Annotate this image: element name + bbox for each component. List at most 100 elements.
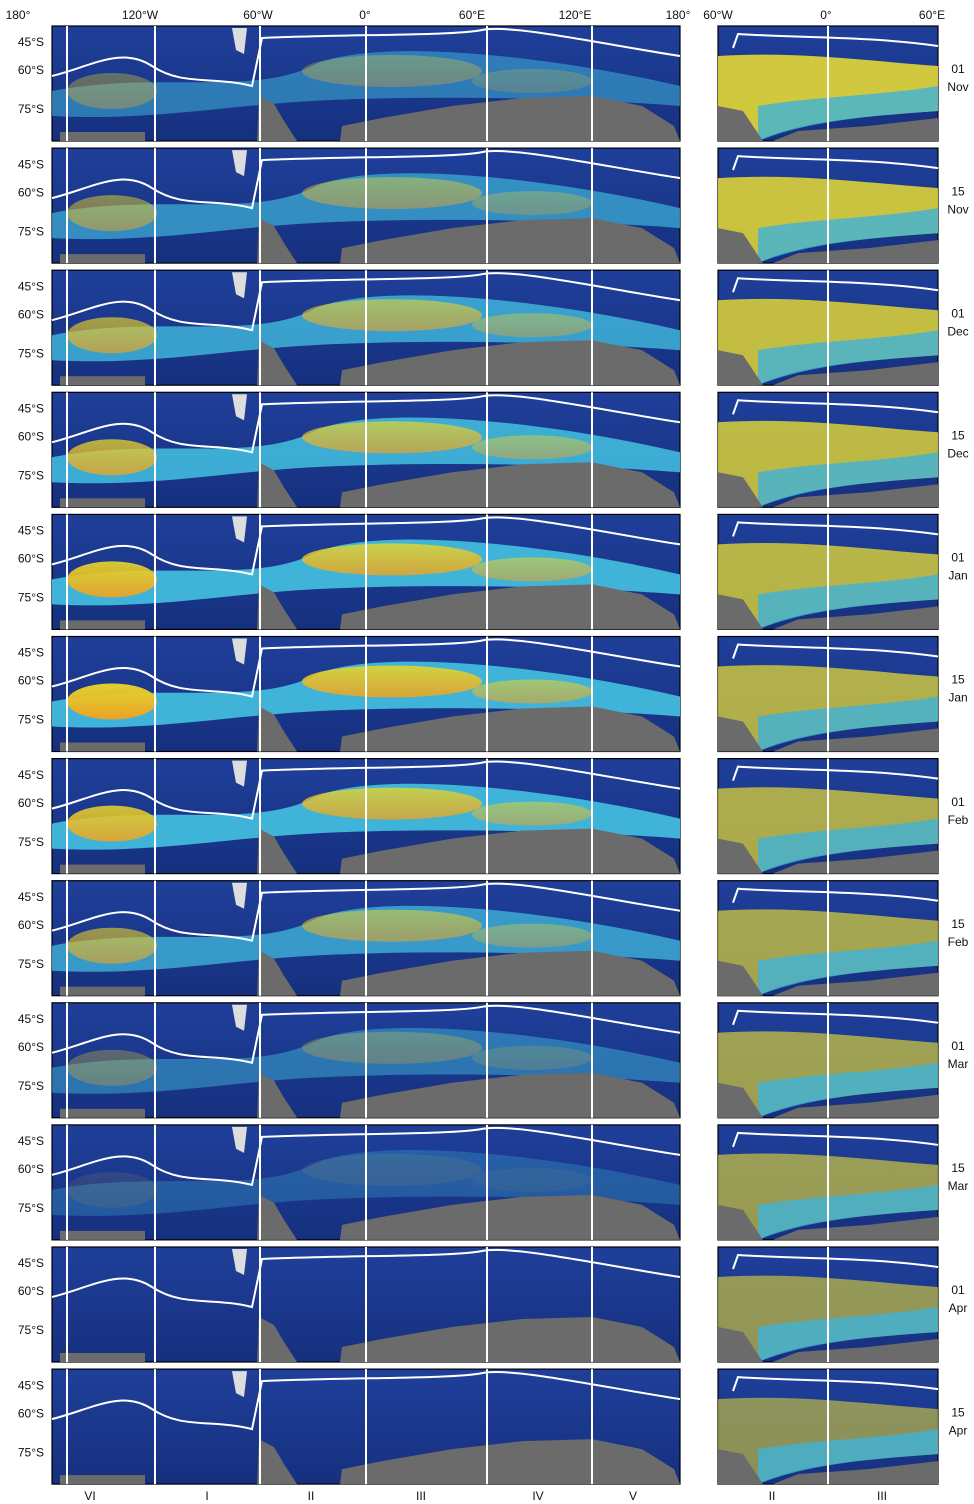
map-panel bbox=[51, 25, 681, 142]
antarctica bbox=[718, 1204, 938, 1240]
bloom-edge bbox=[758, 940, 938, 996]
antarctica bbox=[718, 1327, 938, 1362]
longitude-label: 60°W bbox=[703, 8, 733, 22]
bloom-edge bbox=[758, 330, 938, 386]
land-edge bbox=[60, 254, 145, 264]
antarctica bbox=[718, 228, 938, 264]
bloom-core bbox=[472, 557, 592, 582]
latitude-label: 45°S bbox=[18, 768, 44, 782]
zoom-panel bbox=[717, 391, 939, 508]
antarctica bbox=[340, 340, 680, 386]
bloom-core bbox=[472, 313, 592, 338]
peninsula bbox=[257, 462, 297, 508]
zoom-panel bbox=[717, 1368, 939, 1485]
front-line bbox=[732, 32, 939, 49]
bloom-core bbox=[67, 1171, 157, 1208]
front-line bbox=[51, 272, 681, 332]
south-america bbox=[232, 1249, 247, 1275]
front-line bbox=[732, 1131, 939, 1148]
sector-label: II bbox=[769, 1489, 776, 1503]
land-edge bbox=[60, 1475, 145, 1485]
map-panel bbox=[51, 391, 681, 508]
date-day: 01 bbox=[951, 551, 965, 565]
land-edge bbox=[60, 1230, 145, 1240]
front-line bbox=[51, 1371, 681, 1431]
date-day: 01 bbox=[951, 795, 965, 809]
front-line bbox=[51, 516, 681, 576]
front-line bbox=[51, 1248, 681, 1309]
bloom-core bbox=[472, 1167, 592, 1192]
antarctica bbox=[718, 106, 938, 141]
front-line bbox=[732, 277, 939, 293]
latitude-label: 75°S bbox=[18, 713, 44, 727]
front-line bbox=[732, 887, 939, 904]
zoom-panel bbox=[717, 25, 939, 142]
longitude-label: 120°E bbox=[559, 8, 592, 22]
sector-label: II bbox=[308, 1489, 315, 1503]
bloom-edge bbox=[758, 208, 938, 264]
zoom-panel bbox=[717, 513, 939, 631]
bloom-core bbox=[302, 665, 482, 698]
bloom-core bbox=[67, 683, 157, 720]
land-edge bbox=[60, 986, 145, 996]
antarctica bbox=[340, 1317, 680, 1362]
zoom-panel bbox=[717, 757, 939, 875]
antarctica bbox=[340, 584, 680, 630]
latitude-label: 60°S bbox=[18, 1284, 44, 1298]
bloom-edge bbox=[758, 818, 938, 874]
front-line bbox=[732, 1376, 939, 1392]
date-day: 01 bbox=[951, 1283, 965, 1297]
antarctica bbox=[340, 218, 680, 264]
zoom-panel bbox=[717, 1002, 939, 1119]
date-month: Dec bbox=[947, 446, 968, 460]
land-edge bbox=[60, 498, 145, 508]
latitude-label: 75°S bbox=[18, 1079, 44, 1093]
sector-label: IV bbox=[532, 1489, 543, 1503]
antarctica bbox=[340, 828, 680, 874]
peninsula bbox=[257, 340, 297, 386]
south-america bbox=[232, 394, 247, 421]
latitude-label: 60°S bbox=[18, 674, 44, 688]
latitude-label: 60°S bbox=[18, 429, 44, 443]
longitude-label: 180° bbox=[6, 8, 31, 22]
front-line bbox=[51, 638, 681, 698]
bloom-core bbox=[67, 1049, 157, 1086]
date-month: Feb bbox=[948, 813, 969, 827]
land-edge bbox=[60, 742, 145, 752]
latitude-label: 75°S bbox=[18, 346, 44, 360]
longitude-label: 60°E bbox=[459, 8, 485, 22]
antarctica bbox=[718, 350, 938, 386]
date-day: 15 bbox=[951, 1405, 965, 1419]
latitude-label: 75°S bbox=[18, 1323, 44, 1337]
date-day: 15 bbox=[951, 1161, 965, 1175]
peninsula bbox=[257, 706, 297, 752]
latitude-label: 75°S bbox=[18, 1445, 44, 1459]
bloom-edge bbox=[758, 696, 938, 752]
date-month: Feb bbox=[948, 935, 969, 949]
date-day: 15 bbox=[951, 184, 965, 198]
bloom-core bbox=[302, 177, 482, 210]
map-panel bbox=[51, 147, 681, 264]
zoom-panel bbox=[717, 1124, 939, 1241]
longitude-label: 0° bbox=[359, 8, 371, 22]
latitude-label: 60°S bbox=[18, 1040, 44, 1054]
date-month: Apr bbox=[949, 1301, 968, 1315]
date-month: Mar bbox=[948, 1179, 969, 1193]
sector-label: III bbox=[877, 1489, 887, 1503]
bloom-edge bbox=[758, 86, 938, 141]
latitude-label: 75°S bbox=[18, 591, 44, 605]
bloom-core bbox=[302, 421, 482, 454]
map-panel bbox=[51, 1368, 681, 1485]
antarctica bbox=[718, 1082, 938, 1118]
date-day: 15 bbox=[951, 673, 965, 687]
peninsula bbox=[257, 950, 297, 996]
front-line bbox=[732, 399, 939, 415]
front-line bbox=[732, 765, 939, 781]
bloom-core bbox=[67, 317, 157, 354]
bloom-core bbox=[67, 195, 157, 232]
map-panel bbox=[51, 269, 681, 386]
south-america bbox=[232, 516, 247, 543]
bloom-core bbox=[302, 1031, 482, 1064]
latitude-label: 60°S bbox=[18, 796, 44, 810]
